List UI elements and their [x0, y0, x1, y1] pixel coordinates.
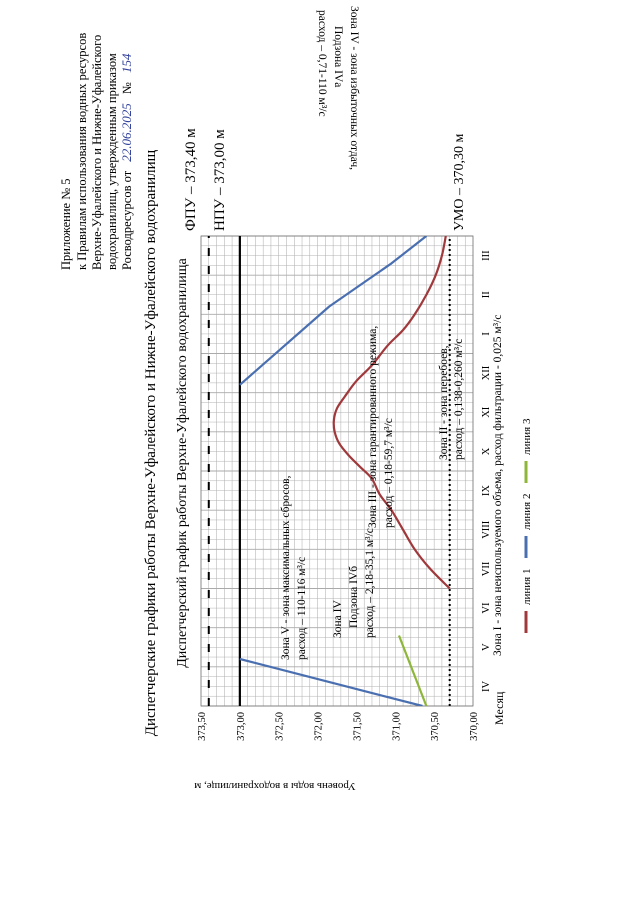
main-title: Диспетчерские графики работы Верхне-Уфал… [143, 149, 159, 736]
zone-v-line2: расход – 110-116 м³/с [296, 557, 308, 660]
x-tick-label: II [481, 291, 492, 298]
header-date-prefix: Росводресурсов от [120, 170, 134, 270]
handwritten-number: 154 [119, 53, 134, 73]
header-line-5: Росводресурсов от 22.06.2025 № 154 [119, 53, 134, 270]
zone-i-label: Зона I - зона неиспользуемого объема, ра… [492, 315, 504, 656]
legend: линия 1 линия 2 линия 3 [521, 418, 533, 633]
zone-iva-line3: расход – 0,71-110 м³/с [316, 10, 328, 117]
x-axis-label: Месяц [492, 691, 506, 725]
x-tick-label: XII [481, 365, 492, 380]
y-tick-label: 373,50 [197, 712, 208, 741]
zone-v-line1: Зона V - зона максимальных сбросов, [280, 475, 292, 660]
zone-iii-line1: Зона III - зона гарантированного режима, [367, 326, 379, 528]
x-tick-label: VIII [481, 520, 492, 539]
appendix-header: Приложение № 5 к Правилам использования … [59, 33, 134, 270]
zone-iva-line2: Подзона IVа [332, 26, 344, 87]
x-tick-label: VII [481, 561, 492, 576]
legend-label-2: линия 2 [521, 494, 533, 530]
series-3-line [397, 635, 428, 706]
y-tick-label: 373,00 [236, 712, 247, 741]
x-tick-label: I [481, 332, 492, 336]
x-tick-label: X [481, 447, 492, 455]
y-axis-label: Уровень воды в водохранилище, м [194, 780, 355, 792]
series-2-line [239, 657, 423, 706]
x-tick-label: VI [481, 602, 492, 614]
zone-iv-line3: расход – 2,18-35,1 м³/с [364, 528, 376, 638]
x-tick-label: V [481, 643, 492, 651]
plot-frame [200, 235, 474, 707]
umo-label: УМО – 370,30 м [452, 134, 467, 231]
reference-lines [207, 236, 451, 706]
x-tick-label: III [481, 250, 492, 261]
fpu-label: ФПУ – 373,40 м [183, 128, 199, 231]
chart-title: Диспетчерский график работы Верхне-Уфале… [175, 257, 190, 667]
x-tick-label: IV [481, 680, 492, 691]
series-2-line [239, 236, 428, 386]
x-tick-label: IX [481, 485, 492, 496]
series-1-line [332, 236, 451, 590]
header-number-label: № [120, 82, 134, 94]
legend-label-3: линия 3 [521, 418, 533, 455]
zone-ii-line2: расход – 0,138-0,260 м³/с [453, 339, 465, 460]
y-tick-label: 370,50 [430, 712, 441, 741]
y-tick-label: 372,00 [314, 712, 325, 741]
zone-iv-line1: Зона IV [332, 600, 344, 638]
header-line-3: Верхне-Уфалейского и Нижне-Уфалейского [90, 35, 104, 270]
plot-area: 373,50 373,00 372,50 372,00 371,50 371,00 370,… [183, 6, 504, 741]
y-tick-label: 371,00 [391, 712, 402, 741]
reference-labels: ФПУ – 373,40 м НПУ – 373,00 м УМО – 370,… [183, 128, 467, 231]
zone-labels: Зона V - зона максимальных сбросов, расх… [280, 6, 504, 660]
y-tick-label: 371,50 [352, 712, 363, 741]
zone-iv-line2: Подзона IVб [348, 566, 360, 628]
zone-iva-line1: Зона IV - зона избыточных отдач, [348, 6, 360, 170]
series-group [239, 236, 451, 706]
y-tick-label: 370,00 [469, 712, 480, 741]
header-line-2: к Правилам использования водных ресурсов [75, 33, 89, 270]
x-tick-label: XI [481, 406, 492, 418]
handwritten-date: 22.06.2025 [119, 103, 134, 162]
y-tick-label: 372,50 [275, 712, 286, 741]
y-tick-labels: 373,50 373,00 372,50 372,00 371,50 371,00 370,… [197, 712, 480, 741]
header-line-4: водохранилищ, утвержденным приказом [105, 53, 119, 270]
zone-ii-line1: Зона II - зона перебоев, [438, 345, 450, 460]
legend-label-1: линия 1 [521, 569, 533, 605]
npu-label: НПУ – 373,00 м [212, 129, 228, 231]
header-line-1: Приложение № 5 [59, 178, 73, 270]
zone-iii-line2: расход – 0,18-59,7 м³/с [383, 418, 395, 528]
